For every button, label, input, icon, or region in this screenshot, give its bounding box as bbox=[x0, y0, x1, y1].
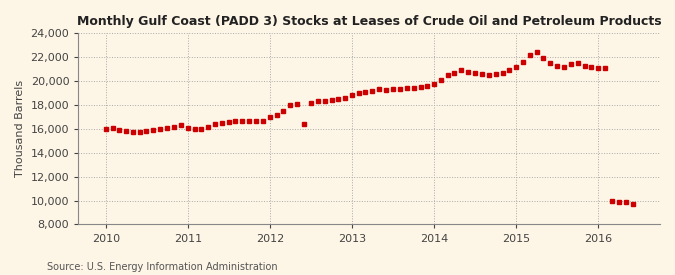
Text: Source: U.S. Energy Information Administration: Source: U.S. Energy Information Administ… bbox=[47, 262, 278, 271]
Y-axis label: Thousand Barrels: Thousand Barrels bbox=[15, 80, 25, 177]
Title: Monthly Gulf Coast (PADD 3) Stocks at Leases of Crude Oil and Petroleum Products: Monthly Gulf Coast (PADD 3) Stocks at Le… bbox=[77, 15, 662, 28]
